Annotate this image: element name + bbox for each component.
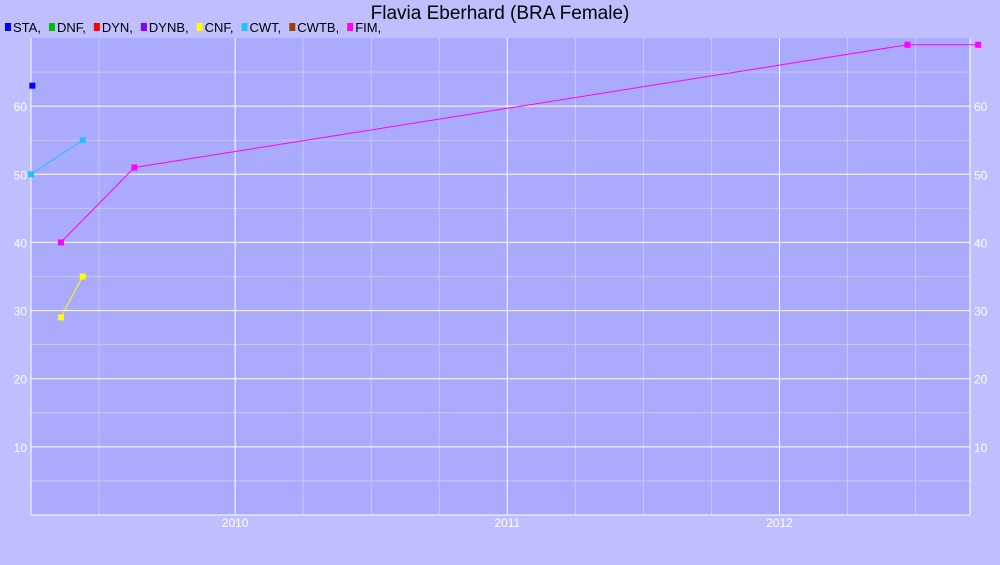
data-point-sta	[29, 82, 36, 89]
plot-area: 10 10 20 20 30 30 40 40 50 50 60 60 2010 2011 2012	[14, 38, 988, 530]
data-point-cnf	[79, 273, 86, 280]
y-tick-label-right: 40	[974, 236, 988, 250]
x-tick-label: 2011	[494, 516, 520, 530]
y-tick-label-right: 10	[974, 441, 988, 455]
legend-swatch-dynb	[140, 23, 147, 31]
legend-label-cnf: CNF,	[205, 20, 234, 35]
data-point-fim	[131, 164, 138, 171]
data-point-cnf	[57, 314, 64, 321]
x-tick-label: 2010	[222, 516, 249, 530]
legend-label-dynb: DYNB,	[149, 20, 189, 35]
y-tick-label-left: 40	[14, 236, 28, 250]
legend: STA, DNF, DYN, DYNB, CNF, CWT, CWTB, FIM,	[5, 20, 381, 35]
legend-label-cwt: CWT,	[250, 20, 282, 35]
legend-swatch-cwt	[241, 23, 248, 31]
y-tick-label-left: 50	[14, 168, 28, 182]
y-tick-label-left: 10	[14, 441, 28, 455]
y-tick-label-left: 30	[14, 305, 28, 319]
y-tick-label-right: 50	[974, 168, 988, 182]
data-point-fim	[975, 41, 982, 48]
legend-label-fim: FIM,	[355, 20, 381, 35]
series-line-cwt	[30, 139, 83, 175]
legend-label-dnf: DNF,	[57, 20, 86, 35]
data-point-fim	[57, 239, 64, 246]
legend-swatch-fim	[347, 23, 354, 31]
legend-swatch-dnf	[48, 23, 55, 31]
legend-label-dyn: DYN,	[102, 20, 133, 35]
legend-label-sta: STA,	[13, 20, 41, 35]
data-point-cwt	[28, 171, 34, 178]
legend-swatch-sta	[5, 23, 11, 31]
y-tick-label-right: 60	[974, 100, 988, 114]
data-point-fim	[904, 41, 911, 48]
legend-swatch-cnf	[196, 23, 203, 31]
chart-title: Flavia Eberhard (BRA Female)	[371, 3, 630, 24]
legend-swatch-dyn	[93, 23, 100, 31]
y-tick-label-right: 20	[974, 373, 988, 387]
legend-label-cwtb: CWTB,	[297, 20, 339, 35]
x-tick-label: 2012	[766, 516, 793, 530]
data-point-cwt	[79, 137, 86, 144]
y-tick-label-left: 20	[14, 373, 28, 387]
y-tick-label-left: 60	[14, 100, 28, 114]
series-line-fim	[60, 44, 979, 243]
legend-swatch-cwtb	[289, 23, 296, 31]
series-line-cnf	[60, 276, 84, 318]
y-tick-label-right: 30	[974, 305, 988, 319]
